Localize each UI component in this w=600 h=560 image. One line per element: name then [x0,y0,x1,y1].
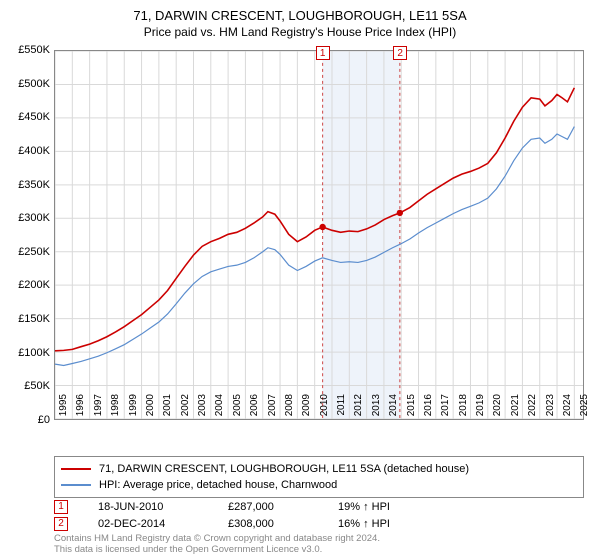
x-tick-label: 1997 [93,394,104,424]
x-tick-label: 2014 [388,394,399,424]
x-tick-label: 1996 [75,394,86,424]
x-tick-label: 1999 [128,394,139,424]
x-tick-label: 2016 [423,394,434,424]
x-tick-label: 2008 [284,394,295,424]
x-tick-label: 1998 [110,394,121,424]
y-tick-label: £500K [0,78,50,90]
y-tick-label: £100K [0,347,50,359]
x-tick-label: 2024 [562,394,573,424]
x-tick-label: 2005 [232,394,243,424]
x-tick-label: 2022 [527,394,538,424]
event-delta: 19% ↑ HPI [338,501,584,513]
x-tick-label: 2010 [319,394,330,424]
x-tick-label: 2002 [180,394,191,424]
x-tick-label: 2011 [336,394,347,424]
y-tick-label: £450K [0,111,50,123]
x-tick-label: 2018 [458,394,469,424]
event-price: £308,000 [228,518,338,530]
event-marker-on-chart: 2 [393,46,407,60]
footnote: Contains HM Land Registry data © Crown c… [54,534,584,556]
y-tick-label: £550K [0,44,50,56]
footnote-line: This data is licensed under the Open Gov… [54,545,584,556]
legend-row: 71, DARWIN CRESCENT, LOUGHBOROUGH, LE11 … [61,461,577,477]
y-tick-label: £50K [0,380,50,392]
legend-swatch [61,468,91,470]
x-tick-label: 2025 [579,394,590,424]
event-price: £287,000 [228,501,338,513]
event-marker: 2 [54,517,68,531]
x-tick-label: 2023 [545,394,556,424]
x-tick-label: 2017 [440,394,451,424]
event-row: 1 18-JUN-2010£287,00019% ↑ HPI [54,498,584,515]
x-tick-label: 2021 [510,394,521,424]
x-tick-label: 2006 [249,394,260,424]
y-tick-label: £400K [0,145,50,157]
event-row: 2 02-DEC-2014£308,00016% ↑ HPI [54,515,584,532]
y-tick-label: £0 [0,414,50,426]
x-tick-label: 2019 [475,394,486,424]
event-marker-on-chart: 1 [316,46,330,60]
x-tick-label: 2015 [406,394,417,424]
x-tick-label: 2000 [145,394,156,424]
x-tick-label: 2007 [267,394,278,424]
event-delta: 16% ↑ HPI [338,518,584,530]
x-tick-label: 2009 [301,394,312,424]
chart-subtitle: Price paid vs. HM Land Registry's House … [0,23,600,45]
legend-label: HPI: Average price, detached house, Char… [99,479,337,491]
legend: 71, DARWIN CRESCENT, LOUGHBOROUGH, LE11 … [54,456,584,498]
x-tick-label: 2020 [492,394,503,424]
x-tick-label: 2001 [162,394,173,424]
legend-swatch [61,484,91,486]
x-tick-label: 2004 [214,394,225,424]
chart-title: 71, DARWIN CRESCENT, LOUGHBOROUGH, LE11 … [0,0,600,23]
plot-frame [54,50,584,420]
y-tick-label: £200K [0,279,50,291]
plot-svg [55,51,583,419]
legend-row: HPI: Average price, detached house, Char… [61,477,577,493]
y-tick-label: £150K [0,313,50,325]
event-marker: 1 [54,500,68,514]
chart-area: £0£50K£100K£150K£200K£250K£300K£350K£400… [54,50,584,420]
legend-label: 71, DARWIN CRESCENT, LOUGHBOROUGH, LE11 … [99,463,469,475]
event-date: 18-JUN-2010 [98,501,228,513]
x-tick-label: 2012 [353,394,364,424]
y-tick-label: £300K [0,212,50,224]
x-tick-label: 1995 [58,394,69,424]
x-tick-label: 2013 [371,394,382,424]
x-tick-label: 2003 [197,394,208,424]
events-table: 1 18-JUN-2010£287,00019% ↑ HPI 2 02-DEC-201… [54,498,584,532]
y-tick-label: £250K [0,246,50,258]
event-date: 02-DEC-2014 [98,518,228,530]
y-tick-label: £350K [0,179,50,191]
